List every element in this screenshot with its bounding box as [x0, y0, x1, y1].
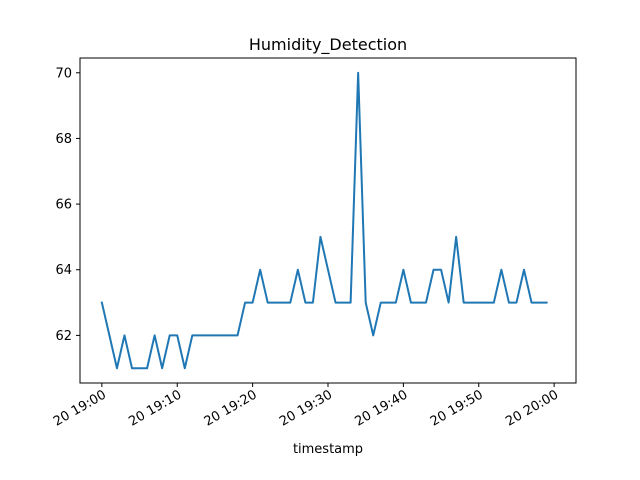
chart-title: Humidity_Detection — [249, 35, 407, 55]
y-tick-label-70: 70 — [55, 66, 72, 81]
y-tick-label-62: 62 — [55, 329, 72, 344]
x-axis-label: timestamp — [293, 442, 363, 457]
y-tick-label-66: 66 — [55, 198, 72, 213]
y-tick-label-64: 64 — [55, 263, 72, 278]
series-line-0 — [100, 71, 548, 370]
y-tick-label-68: 68 — [55, 132, 72, 147]
